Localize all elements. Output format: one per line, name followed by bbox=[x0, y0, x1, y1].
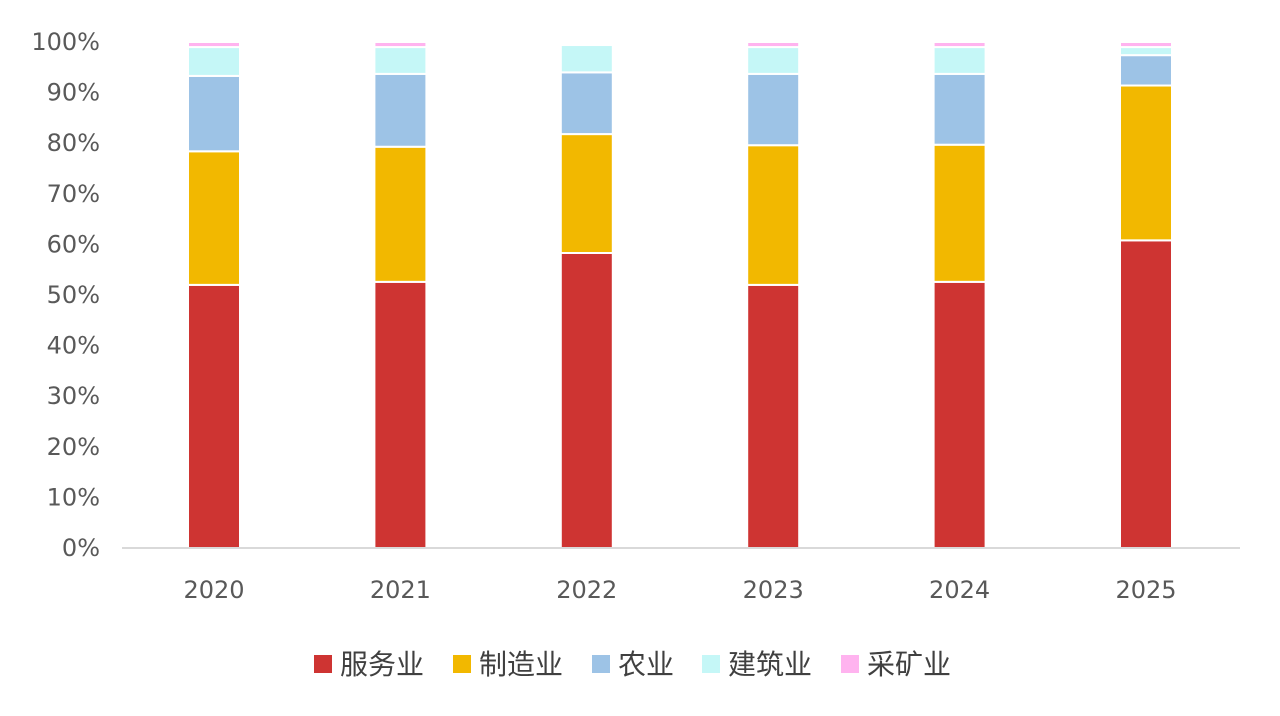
x-axis-tick-labels: 2020 2021 2022 2023 2024 2025 bbox=[183, 576, 1176, 604]
y-tick-label: 80% bbox=[47, 129, 100, 157]
y-tick-label: 90% bbox=[47, 79, 100, 107]
x-tick-label: 2025 bbox=[1115, 576, 1176, 604]
bar-segment bbox=[187, 41, 241, 49]
legend-swatch bbox=[702, 655, 720, 673]
legend-item: 建筑业 bbox=[702, 648, 812, 681]
x-tick-label: 2023 bbox=[743, 576, 804, 604]
x-tick-label: 2022 bbox=[556, 576, 617, 604]
legend-label: 采矿业 bbox=[867, 648, 951, 681]
y-tick-label: 40% bbox=[47, 332, 100, 360]
y-axis-tick-labels: 0% 10% 20% 30% 40% 50% 60% 70% 80% 90% 100% bbox=[31, 28, 100, 562]
y-tick-label: 70% bbox=[47, 180, 100, 208]
legend-label: 服务业 bbox=[340, 648, 424, 681]
bar-segment bbox=[932, 72, 987, 146]
x-tick-label: 2020 bbox=[183, 576, 244, 604]
bar-segment bbox=[746, 41, 801, 49]
bar-segment bbox=[1119, 46, 1173, 57]
y-tick-label: 10% bbox=[47, 483, 100, 511]
legend-swatch bbox=[841, 655, 859, 673]
bar-segment bbox=[187, 74, 241, 153]
y-tick-label: 60% bbox=[47, 230, 100, 258]
bar-segment bbox=[932, 280, 987, 549]
legend-item: 制造业 bbox=[453, 648, 563, 681]
y-tick-label: 50% bbox=[47, 281, 100, 309]
bar-segment bbox=[373, 145, 428, 283]
bar-segment bbox=[373, 72, 428, 148]
bar-segment bbox=[1119, 239, 1173, 550]
legend: 服务业 制造业 农业 建筑业 采矿业 bbox=[314, 648, 951, 681]
legend-swatch bbox=[592, 655, 610, 673]
y-tick-label: 0% bbox=[62, 534, 100, 562]
bar-segment bbox=[746, 283, 801, 549]
legend-swatch bbox=[314, 655, 332, 673]
bar-segment bbox=[746, 144, 801, 286]
bar-segment bbox=[1119, 54, 1173, 87]
bar-segment bbox=[187, 150, 241, 286]
legend-item: 采矿业 bbox=[841, 648, 951, 681]
legend-label: 制造业 bbox=[479, 648, 563, 681]
bar-segment bbox=[187, 283, 241, 549]
bar-segment bbox=[1119, 41, 1173, 49]
x-tick-label: 2024 bbox=[929, 576, 990, 604]
legend-label: 建筑业 bbox=[728, 648, 812, 681]
bar-segment bbox=[932, 143, 987, 283]
legend-item: 服务业 bbox=[314, 648, 424, 681]
bar-segment bbox=[373, 280, 428, 549]
bar-segment bbox=[559, 71, 614, 136]
y-tick-label: 20% bbox=[47, 433, 100, 461]
bar-segment bbox=[932, 46, 987, 75]
bar-segment bbox=[932, 41, 987, 49]
bars bbox=[187, 41, 1173, 550]
bar-segment bbox=[187, 46, 241, 77]
bar-segment bbox=[373, 41, 428, 49]
bar-segment bbox=[559, 133, 614, 255]
legend-swatch bbox=[453, 655, 471, 673]
legend-label: 农业 bbox=[618, 648, 674, 681]
x-tick-label: 2021 bbox=[370, 576, 431, 604]
bar-segment bbox=[746, 72, 801, 147]
y-tick-label: 100% bbox=[31, 28, 100, 56]
bar-segment bbox=[1119, 84, 1173, 242]
bar-segment bbox=[559, 44, 614, 74]
bar-segment bbox=[559, 252, 614, 549]
bar-segment bbox=[373, 46, 428, 75]
legend-item: 农业 bbox=[592, 648, 674, 681]
bar-segment bbox=[746, 46, 801, 75]
y-tick-label: 30% bbox=[47, 382, 100, 410]
